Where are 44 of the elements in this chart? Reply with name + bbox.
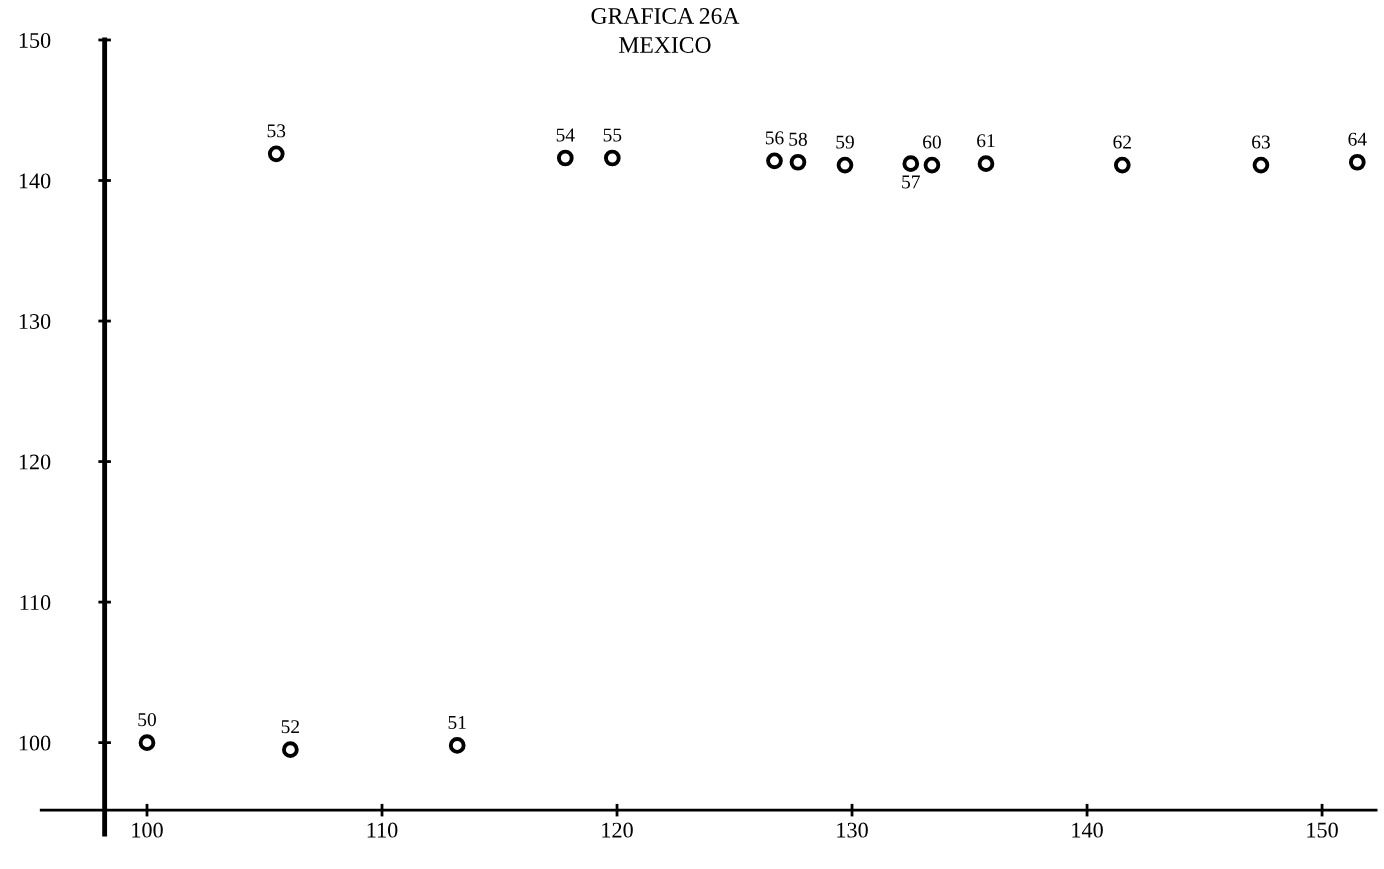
point — [556, 149, 574, 167]
x-tick-label: 130 — [837, 822, 868, 838]
annotation: 55 — [603, 128, 622, 142]
point — [282, 741, 299, 759]
y-tick-label: 100 — [19, 735, 51, 751]
point — [1348, 153, 1366, 171]
point — [923, 156, 941, 174]
annotation: 59 — [836, 135, 854, 149]
point — [902, 155, 920, 172]
point — [267, 145, 285, 163]
x-tick-label: 100 — [132, 822, 163, 838]
x-tick-label: 110 — [367, 822, 398, 838]
annotation: 53 — [267, 124, 286, 138]
chart-subtitle: MEXICO — [619, 37, 711, 53]
y-tick-label: 110 — [20, 595, 51, 611]
annotation: 62 — [1113, 135, 1131, 149]
y-tick-label: 130 — [19, 313, 51, 329]
annotation: 51 — [448, 715, 466, 729]
point — [1252, 156, 1270, 174]
point — [1113, 156, 1131, 174]
chart-title: GRAFICA 26A — [591, 8, 740, 24]
point — [138, 734, 156, 751]
annotation: 58 — [789, 132, 807, 146]
annotation: 50 — [138, 713, 156, 727]
y-tick-label: 150 — [19, 32, 51, 48]
annotation: 61 — [977, 134, 995, 148]
annotation: 64 — [1348, 132, 1367, 146]
point — [836, 156, 854, 174]
y-tick-label: 140 — [19, 173, 51, 189]
annotation: 56 — [765, 131, 784, 145]
annotation: 60 — [923, 135, 941, 149]
annotation: 57 — [902, 175, 920, 189]
point — [977, 155, 995, 172]
annotation: 54 — [556, 128, 575, 142]
point — [603, 149, 621, 167]
x-tick-label: 140 — [1072, 822, 1103, 838]
annotation: 52 — [281, 720, 300, 734]
x-tick-label: 120 — [602, 822, 633, 838]
point — [766, 152, 783, 170]
x-tick-label: 150 — [1307, 822, 1338, 838]
y-tick-label: 120 — [19, 454, 51, 470]
point — [789, 153, 807, 171]
annotation: 63 — [1252, 135, 1270, 149]
point — [448, 737, 466, 754]
